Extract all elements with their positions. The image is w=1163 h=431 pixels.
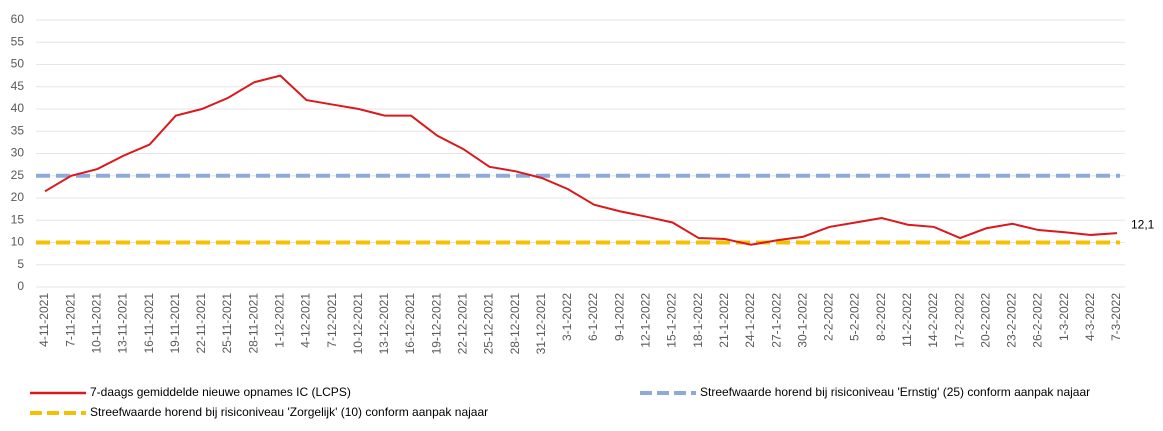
x-tick-label: 20-2-2022: [978, 293, 992, 348]
x-tick-label: 10-11-2021: [89, 293, 103, 354]
x-tick-label: 2-2-2022: [822, 293, 836, 341]
y-tick-label: 25: [11, 168, 25, 182]
x-tick-label: 26-2-2022: [1031, 293, 1045, 348]
x-tick-label: 22-11-2021: [194, 293, 208, 354]
x-tick-label: 4-12-2021: [299, 293, 313, 348]
x-tick-label: 28-12-2021: [508, 293, 522, 355]
x-tick-label: 19-11-2021: [168, 293, 182, 354]
x-tick-label: 8-2-2022: [874, 293, 888, 341]
x-tick-label: 25-12-2021: [482, 293, 496, 355]
x-tick-label: 9-1-2022: [612, 293, 626, 341]
legend-label: Streefwaarde horend bij risiconiveau 'Zo…: [90, 405, 488, 419]
x-tick-label: 3-1-2022: [560, 293, 574, 341]
x-tick-label: 14-2-2022: [926, 293, 940, 348]
x-tick-label: 25-11-2021: [220, 293, 234, 354]
x-tick-label: 16-12-2021: [403, 293, 417, 355]
y-tick-label: 20: [11, 190, 25, 204]
x-tick-label: 19-12-2021: [429, 293, 443, 355]
y-tick-label: 0: [17, 279, 24, 293]
y-tick-label: 30: [11, 146, 25, 160]
y-tick-label: 15: [11, 212, 25, 226]
y-tick-label: 10: [11, 235, 25, 249]
x-tick-label: 1-12-2021: [272, 293, 286, 348]
x-tick-label: 16-11-2021: [142, 293, 156, 354]
data-line: [44, 74, 1118, 246]
x-tick-label: 24-1-2022: [743, 293, 757, 348]
x-tick-label: 28-11-2021: [246, 293, 260, 354]
x-tick-label: 4-11-2021: [37, 293, 51, 347]
x-tick-label: 23-2-2022: [1005, 293, 1019, 348]
x-tick-label: 22-12-2021: [456, 293, 470, 355]
x-tick-label: 7-12-2021: [325, 293, 339, 348]
y-tick-label: 50: [11, 57, 25, 71]
x-tick-label: 6-1-2022: [586, 293, 600, 341]
x-tick-label: 31-12-2021: [534, 293, 548, 355]
x-tick-label: 10-12-2021: [351, 293, 365, 355]
legend-label: 7-daags gemiddelde nieuwe opnames IC (LC…: [90, 385, 351, 399]
y-tick-label: 5: [17, 257, 24, 271]
y-tick-label: 60: [11, 12, 25, 26]
x-tick-label: 21-1-2022: [717, 293, 731, 348]
x-tick-label: 18-1-2022: [691, 293, 705, 348]
y-tick-label: 35: [11, 123, 25, 137]
end-label: 12,1: [1131, 217, 1155, 231]
x-tick-label: 4-3-2022: [1083, 293, 1097, 341]
x-tick-label: 13-12-2021: [377, 293, 391, 355]
y-tick-label: 55: [11, 34, 25, 48]
y-tick-label: 40: [11, 101, 25, 115]
x-tick-label: 27-1-2022: [769, 293, 783, 348]
x-tick-label: 15-1-2022: [665, 293, 679, 348]
x-tick-label: 7-3-2022: [1109, 293, 1123, 341]
x-tick-label: 30-1-2022: [795, 293, 809, 348]
legend-label: Streefwaarde horend bij risiconiveau 'Er…: [700, 385, 1090, 399]
x-tick-label: 1-3-2022: [1057, 293, 1071, 341]
x-tick-label: 11-2-2022: [900, 293, 914, 347]
x-tick-label: 12-1-2022: [639, 293, 653, 348]
x-tick-label: 17-2-2022: [952, 293, 966, 348]
y-tick-label: 45: [11, 79, 25, 93]
x-tick-label: 7-11-2021: [63, 293, 77, 347]
x-tick-label: 13-11-2021: [116, 293, 130, 354]
x-tick-label: 5-2-2022: [848, 293, 862, 341]
